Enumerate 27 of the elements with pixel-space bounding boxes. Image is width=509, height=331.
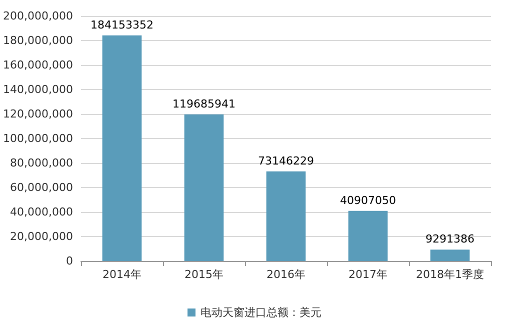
y-tick-label: 180,000,000: [2, 34, 73, 47]
legend-label: 电动天窗进口总额：美元: [200, 306, 322, 319]
x-tick-label: 2014年: [102, 268, 142, 281]
data-label: 184153352: [90, 18, 154, 32]
bar: [102, 35, 142, 261]
y-tick-label: 140,000,000: [2, 83, 73, 96]
bar: [430, 250, 470, 261]
x-tick-label: 2017年: [348, 268, 388, 281]
bar: [184, 114, 224, 261]
bar: [266, 171, 306, 261]
y-tick-label: 100,000,000: [2, 132, 73, 145]
x-tick-label: 2015年: [184, 268, 224, 281]
y-tick-label: 200,000,000: [2, 10, 73, 22]
data-label: 119685941: [172, 97, 236, 110]
data-label: 9291386: [426, 232, 474, 246]
y-tick-label: 80,000,000: [10, 156, 73, 170]
x-tick-label: 2016年: [266, 268, 306, 281]
y-tick-label: 40,000,000: [10, 206, 73, 218]
y-tick-label: 120,000,000: [2, 108, 73, 120]
y-tick-label: 0: [66, 254, 73, 268]
data-label: 73146229: [258, 154, 314, 168]
y-tick-label: 60,000,000: [10, 181, 73, 194]
y-tick-label: 160,000,000: [2, 58, 73, 72]
y-tick-label: 20,000,000: [10, 230, 73, 243]
bar: [348, 210, 388, 261]
data-label: 40907050: [340, 194, 396, 207]
x-tick-label: 2018年1季度: [416, 268, 484, 281]
